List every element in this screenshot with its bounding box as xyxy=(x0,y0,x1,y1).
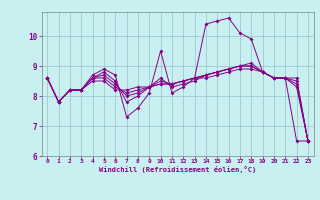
X-axis label: Windchill (Refroidissement éolien,°C): Windchill (Refroidissement éolien,°C) xyxy=(99,166,256,173)
